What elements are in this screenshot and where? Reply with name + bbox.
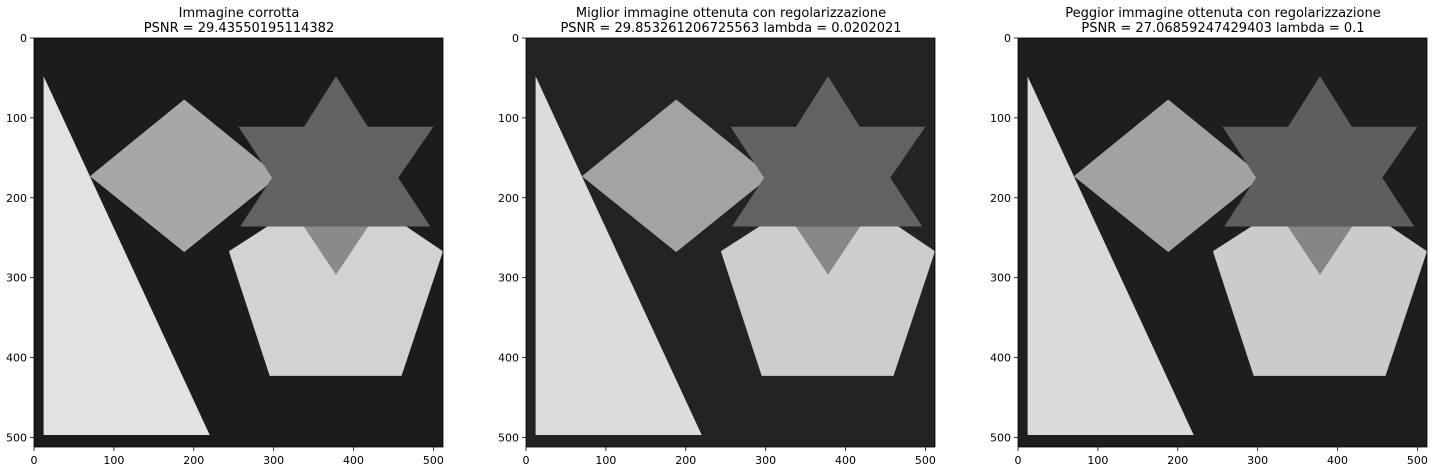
y-tick-label: 500 [6,431,27,444]
panel-title-line2: PSNR = 29.853261206725563 lambda = 0.020… [560,21,902,36]
x-tick-label: 200 [675,454,696,467]
panel-title-line1: Peggior immagine ottenuta con regolarizz… [1065,6,1381,21]
x-tick-label: 300 [755,454,776,467]
x-tick-label: 500 [423,454,444,467]
y-tick-label: 500 [498,431,519,444]
x-tick-label: 100 [595,454,616,467]
y-tick-label: 0 [20,32,27,45]
y-tick-label: 200 [990,192,1011,205]
x-tick-label: 200 [183,454,204,467]
y-tick-label: 100 [498,112,519,125]
panel-best-image: Miglior immagine ottenuta con regolarizz… [492,0,972,472]
y-tick-label: 200 [498,192,519,205]
panel-title-line1: Miglior immagine ottenuta con regolarizz… [575,6,887,21]
star-shape [238,76,434,275]
y-tick-label: 200 [6,192,27,205]
y-tick-label: 500 [990,431,1011,444]
panel-title-line1: Immagine corrotta [178,6,300,21]
y-tick-label: 300 [990,272,1011,285]
y-tick-label: 100 [990,112,1011,125]
pentagon-shape [1212,226,1427,376]
y-tick-label: 400 [990,352,1011,365]
pentagon-shape [228,226,443,376]
axes-frame [1017,37,1428,448]
y-tick-label: 300 [6,272,27,285]
x-tick-label: 0 [1015,454,1022,467]
x-tick-label: 100 [103,454,124,467]
image-plot: 0 100 200 300 400 500 0 100 200 300 400 500 [6,32,444,467]
image-plot: 0 100 200 300 400 500 0 100 200 300 400 500 [990,32,1428,467]
x-tick-label: 500 [915,454,936,467]
star-shape [730,76,926,275]
y-tick-label: 0 [512,32,519,45]
y-tick-label: 100 [6,112,27,125]
panel-corrupted-image: Immagine corrotta PSNR = 29.435501951143… [0,0,480,472]
x-tick-label: 300 [263,454,284,467]
x-tick-label: 400 [343,454,364,467]
x-tick-label: 0 [31,454,38,467]
x-tick-label: 400 [1327,454,1348,467]
y-tick-label: 400 [498,352,519,365]
panel-title-line2: PSNR = 29.43550195114382 [143,21,335,36]
axes-frame [33,37,444,448]
pentagon-shape [720,226,935,376]
panel-worst-image: Peggior immagine ottenuta con regolarizz… [984,0,1435,472]
diamond-shape [1073,99,1263,253]
star-shape [1222,76,1418,275]
x-tick-label: 100 [1087,454,1108,467]
diamond-shape [581,99,771,253]
triangle-shape [1027,76,1194,436]
y-tick-label: 400 [6,352,27,365]
diamond-shape [89,99,279,253]
y-tick-label: 0 [1004,32,1011,45]
x-tick-label: 400 [835,454,856,467]
y-tick-label: 300 [498,272,519,285]
triangle-shape [43,76,210,436]
panel-title-line2: PSNR = 27.06859247429403 lambda = 0.1 [1081,21,1365,36]
image-plot: 0 100 200 300 400 500 0 100 200 300 400 500 [498,32,936,467]
x-tick-label: 200 [1167,454,1188,467]
x-tick-label: 300 [1247,454,1268,467]
x-tick-label: 500 [1407,454,1428,467]
x-tick-label: 0 [523,454,530,467]
axes-frame [525,37,936,448]
